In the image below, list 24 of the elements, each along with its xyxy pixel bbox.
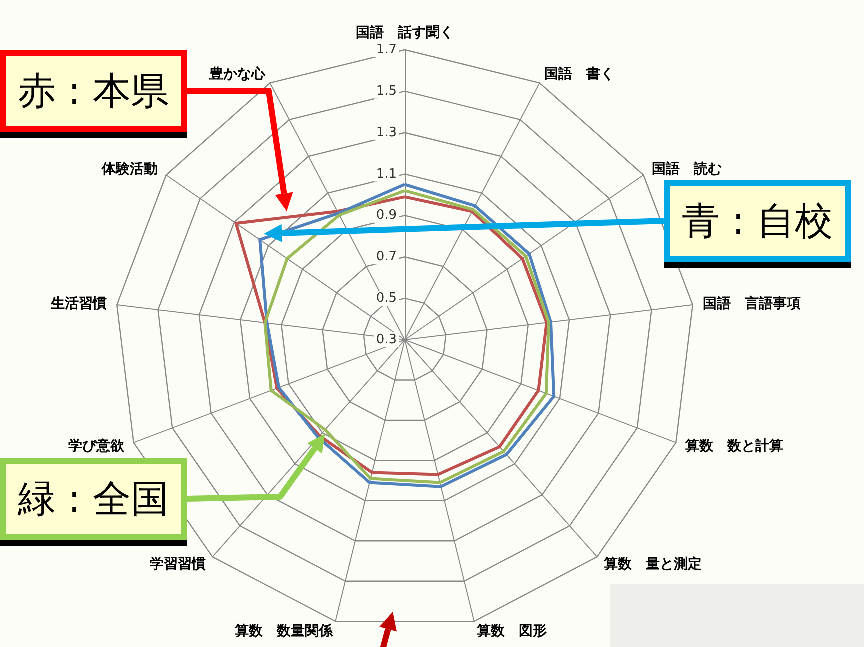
spoke-label: 国語 言語事項 <box>702 294 801 312</box>
spoke-label: 国語 読む <box>652 160 722 178</box>
y-tick-label: 1.5 <box>376 84 397 99</box>
spoke-label: 国語 話す聞く <box>356 24 454 41</box>
spoke-label: 学び意欲 <box>68 437 126 454</box>
text: 赤 : 本県 <box>0 50 187 132</box>
spoke-label: 算数 数と計算 <box>684 438 784 454</box>
spoke-label: 算数 図形 <box>476 623 547 640</box>
spoke-label: 算数 量と測定 <box>602 556 702 573</box>
y-tick-label: 1.7 <box>376 42 397 58</box>
spoke-label: 国語 書く <box>544 65 614 82</box>
y-tick-label: 0.7 <box>376 250 397 265</box>
y-tick-label: 1.3 <box>376 125 397 140</box>
spoke-label: 生活習慣 <box>50 296 108 312</box>
y-tick-label: 0.3 <box>376 332 397 348</box>
spoke-label: 算数 数量関係 <box>234 623 334 640</box>
y-tick-label: 0.5 <box>376 291 397 306</box>
text: 緑 : 全国 <box>0 458 187 540</box>
text: 青 : 自校 <box>664 180 851 262</box>
y-tick-label: 1.1 <box>376 166 397 182</box>
spoke-label: 体験活動 <box>101 162 158 178</box>
spoke-label: 豊かな心 <box>208 65 267 82</box>
spoke-label: 学習習慣 <box>150 556 206 573</box>
y-tick-label: 0.9 <box>376 208 397 224</box>
